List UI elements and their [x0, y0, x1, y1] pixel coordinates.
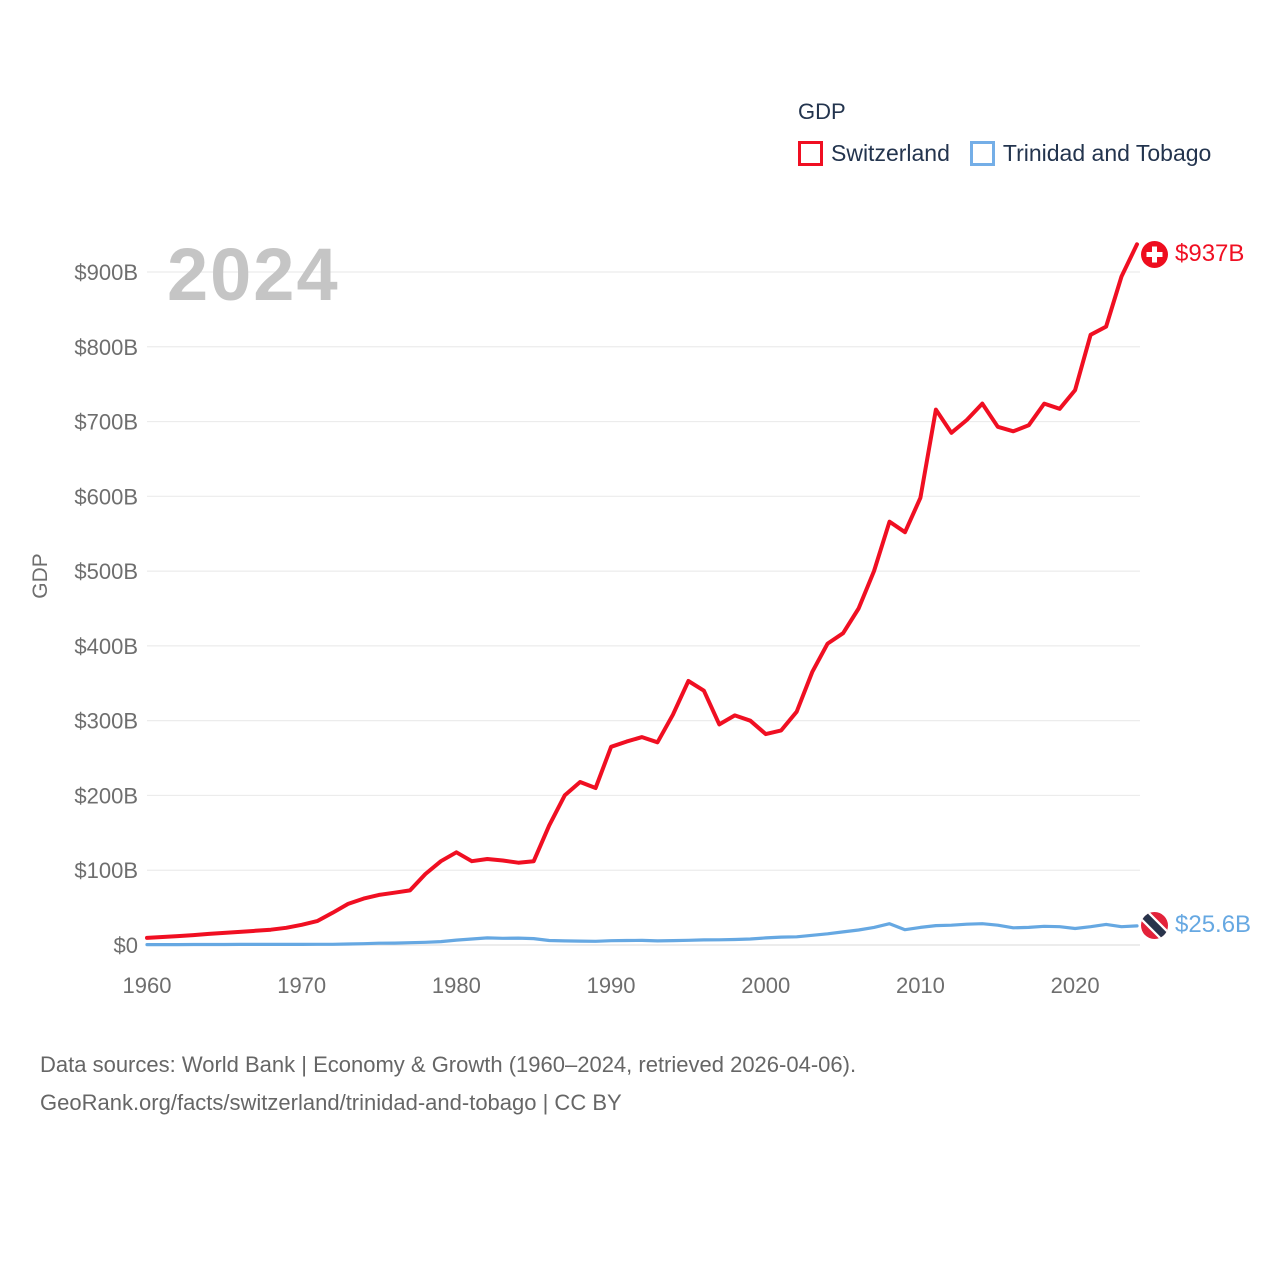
y-tick-label: $500B [74, 559, 138, 584]
x-tick-label: 2000 [741, 973, 790, 998]
x-tick-label: 1990 [587, 973, 636, 998]
legend-item-switzerland[interactable]: Switzerland [798, 140, 950, 167]
x-tick-label: 1960 [123, 973, 172, 998]
watermark-year: 2024 [167, 233, 340, 316]
y-tick-label: $200B [74, 783, 138, 808]
y-axis-title: GDP [29, 553, 52, 599]
y-tick-label: $300B [74, 709, 138, 734]
legend-title: GDP [798, 99, 846, 124]
x-tick-label: 2010 [896, 973, 945, 998]
legend: GDP Switzerland Trinidad and Tobago [798, 99, 1211, 167]
y-tick-label: $900B [74, 260, 138, 285]
y-tick-label: $400B [74, 634, 138, 659]
trinidad-swatch-icon [969, 141, 995, 166]
x-tick-label: 2020 [1051, 973, 1100, 998]
legend-item-label: Switzerland [831, 140, 950, 166]
y-tick-label: $0 [114, 933, 138, 958]
legend-item-label: Trinidad and Tobago [1002, 140, 1212, 166]
legend-items: Switzerland Trinidad and Tobago [798, 140, 1211, 167]
y-tick-label: $600B [74, 484, 138, 509]
switzerland-flag-icon [1141, 240, 1168, 268]
footer: Data sources: World Bank | Economy & Gro… [40, 1046, 856, 1122]
footer-source-line: Data sources: World Bank | Economy & Gro… [40, 1052, 857, 1077]
y-tick-label: $700B [74, 410, 138, 435]
legend-item-trinidad-and-tobago[interactable]: Trinidad and Tobago [969, 140, 1212, 167]
x-tick-label: 1980 [432, 973, 481, 998]
x-tick-label: 1970 [277, 973, 326, 998]
series-layer [145, 242, 1139, 947]
footer-url-line: GeoRank.org/facts/switzerland/trinidad-a… [40, 1090, 622, 1115]
trinidad-end-label: $25.6B [1141, 911, 1251, 939]
series-line-trinidad-and-tobago[interactable] [145, 922, 1139, 947]
switzerland-end-label: $937B [1141, 240, 1244, 268]
switzerland-swatch-icon [798, 141, 823, 166]
y-tick-label: $800B [74, 335, 138, 360]
trinidad-end-value: $25.6B [1175, 911, 1252, 938]
series-line-switzerland[interactable] [145, 242, 1139, 940]
trinidad-flag-icon [1141, 911, 1168, 939]
switzerland-end-value: $937B [1175, 240, 1245, 267]
y-tick-label: $100B [74, 858, 138, 883]
grid-layer: $0 $100B $200B $300B $400B $500B $600B $700B $80… [74, 260, 1140, 998]
